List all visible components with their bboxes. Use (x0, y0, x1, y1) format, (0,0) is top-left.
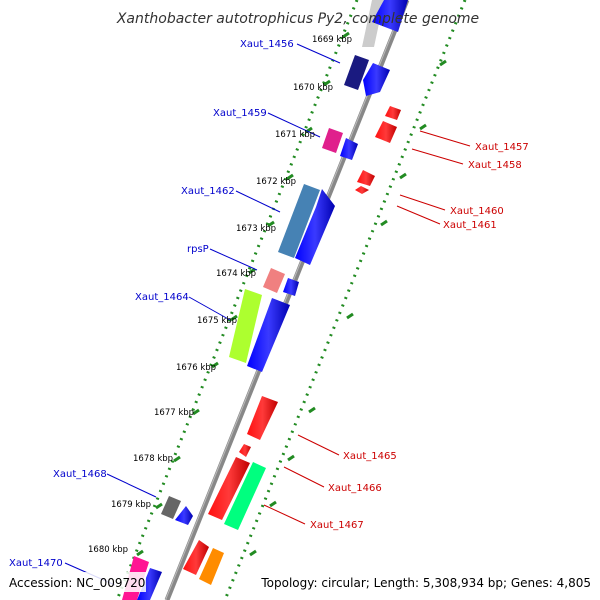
cds-arrow (357, 170, 375, 186)
gene-feature (161, 496, 181, 519)
tick-label: 1677 kbp (154, 408, 194, 418)
tick-label: 1673 kbp (236, 224, 276, 234)
cds-arrow (247, 298, 290, 372)
footer-right-bg (258, 572, 594, 592)
cds-arrow (239, 444, 251, 457)
accession-text: Accession: NC_009720 (9, 576, 145, 590)
cds-arrow (355, 186, 369, 194)
cds-arrow (385, 106, 401, 120)
gene-feature (224, 462, 266, 530)
map-title: Xanthobacter autotrophicus Py2, complete… (116, 11, 479, 27)
reverse-features (199, 462, 266, 585)
tick-label: 1675 kbp (197, 316, 237, 326)
gene-label[interactable]: Xaut_1470 (9, 558, 63, 569)
forward-features (122, 0, 384, 600)
tick-label: 1676 kbp (176, 363, 216, 373)
gene-label[interactable]: Xaut_1460 (450, 206, 504, 217)
forward-gene-labels: Xaut_1456 Xaut_1459 Xaut_1462 rpsP Xaut_… (9, 39, 294, 569)
gene-feature (229, 289, 262, 363)
gene-feature (344, 55, 369, 90)
cds-arrow (208, 457, 250, 520)
genome-backbone (164, 0, 410, 600)
gene-feature (278, 184, 320, 258)
genome-backbone-highlight (165, 0, 406, 600)
gene-label[interactable]: Xaut_1465 (343, 451, 397, 462)
genome-summary-text: Topology: circular; Length: 5,308,934 bp… (260, 576, 591, 590)
forward-cds-arrows (137, 0, 408, 600)
tick-labels: 1669 kbp 1670 kbp 1671 kbp 1672 kbp 1673… (88, 35, 352, 555)
gene-label[interactable]: Xaut_1467 (310, 520, 364, 531)
tick-label: 1680 kbp (88, 545, 128, 555)
tick-label: 1670 kbp (293, 83, 333, 93)
footer-left-bg (6, 572, 146, 592)
tick-marks (136, 31, 350, 557)
tick-label: 1678 kbp (133, 454, 173, 464)
tick-label: 1679 kbp (111, 500, 151, 510)
gene-feature (199, 548, 224, 585)
cds-arrow (175, 506, 193, 525)
label-leaders (64, 43, 471, 586)
gc-track-outer-right (223, 0, 467, 600)
cds-arrow (372, 0, 408, 32)
cds-arrow (363, 63, 390, 96)
tick-marks-right (249, 59, 447, 557)
tick-label: 1674 kbp (216, 269, 256, 279)
tick-label: 1672 kbp (256, 177, 296, 187)
gene-label[interactable]: Xaut_1461 (443, 220, 497, 231)
gene-label[interactable]: Xaut_1457 (475, 142, 529, 153)
gene-feature (322, 128, 343, 153)
gene-label[interactable]: Xaut_1464 (135, 292, 189, 303)
reverse-cds-arrows (183, 106, 401, 575)
tick-label: 1671 kbp (275, 130, 315, 140)
cds-arrow (375, 121, 397, 143)
gene-label[interactable]: Xaut_1468 (53, 469, 107, 480)
gene-label[interactable]: Xaut_1462 (181, 186, 235, 197)
gene-label[interactable]: rpsP (187, 244, 209, 255)
gene-label[interactable]: Xaut_1466 (328, 483, 382, 494)
cds-arrow (247, 396, 278, 440)
cds-arrow (340, 138, 358, 160)
tick-label: 1669 kbp (312, 35, 352, 45)
cds-arrow (283, 278, 299, 296)
gene-label[interactable]: Xaut_1458 (468, 160, 522, 171)
gene-feature (263, 268, 285, 293)
gene-label[interactable]: Xaut_1459 (213, 108, 267, 119)
cds-arrow (295, 189, 335, 265)
cds-arrow (183, 540, 209, 575)
gene-label[interactable]: Xaut_1456 (240, 39, 294, 50)
reverse-gene-labels: Xaut_1457 Xaut_1458 Xaut_1460 Xaut_1461 … (310, 142, 529, 531)
